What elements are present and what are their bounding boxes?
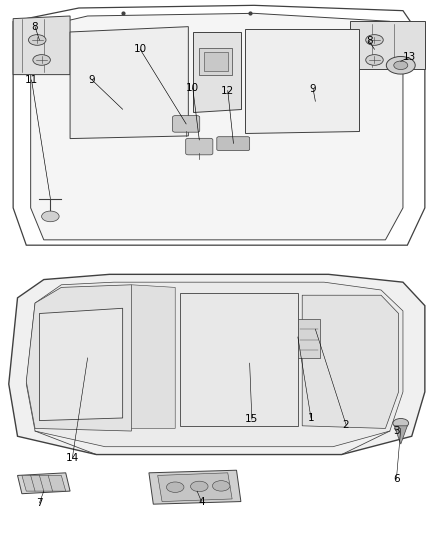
Text: 1: 1 [307,413,314,423]
Text: 9: 9 [310,84,317,94]
Text: 9: 9 [88,75,95,85]
Polygon shape [13,16,70,75]
Text: 14: 14 [66,454,79,464]
Text: 15: 15 [245,414,258,424]
Circle shape [212,481,230,491]
Polygon shape [131,285,175,429]
FancyBboxPatch shape [173,116,200,132]
Polygon shape [180,293,298,426]
Circle shape [366,35,383,45]
Polygon shape [18,473,70,494]
Polygon shape [350,21,425,69]
Text: 4: 4 [198,497,205,506]
Text: 6: 6 [393,474,400,484]
Circle shape [191,481,208,491]
Text: 2: 2 [343,419,350,430]
Polygon shape [245,29,359,133]
Circle shape [386,56,415,74]
Polygon shape [298,319,320,358]
Text: 8: 8 [32,22,39,31]
Polygon shape [31,13,403,240]
Text: 10: 10 [134,44,147,54]
Polygon shape [158,473,232,502]
Polygon shape [26,282,403,447]
Text: 11: 11 [25,75,38,85]
Polygon shape [22,475,66,491]
Circle shape [366,55,383,66]
Polygon shape [26,285,131,431]
Polygon shape [39,308,123,421]
FancyBboxPatch shape [199,48,232,75]
Circle shape [393,418,409,428]
Circle shape [394,61,408,70]
Polygon shape [394,426,407,444]
Circle shape [166,482,184,492]
Polygon shape [193,32,241,112]
Polygon shape [302,295,399,429]
FancyBboxPatch shape [186,138,213,155]
Polygon shape [9,274,425,455]
Polygon shape [70,27,188,139]
Circle shape [42,211,59,222]
Text: 12: 12 [221,86,234,95]
Text: 8: 8 [366,36,373,46]
Text: 13: 13 [403,52,416,62]
Circle shape [28,35,46,45]
Text: 3: 3 [393,426,400,436]
Text: 10: 10 [186,83,199,93]
Text: 7: 7 [36,498,43,508]
FancyBboxPatch shape [217,137,250,150]
Circle shape [33,55,50,66]
FancyBboxPatch shape [204,52,228,70]
Polygon shape [149,470,241,504]
